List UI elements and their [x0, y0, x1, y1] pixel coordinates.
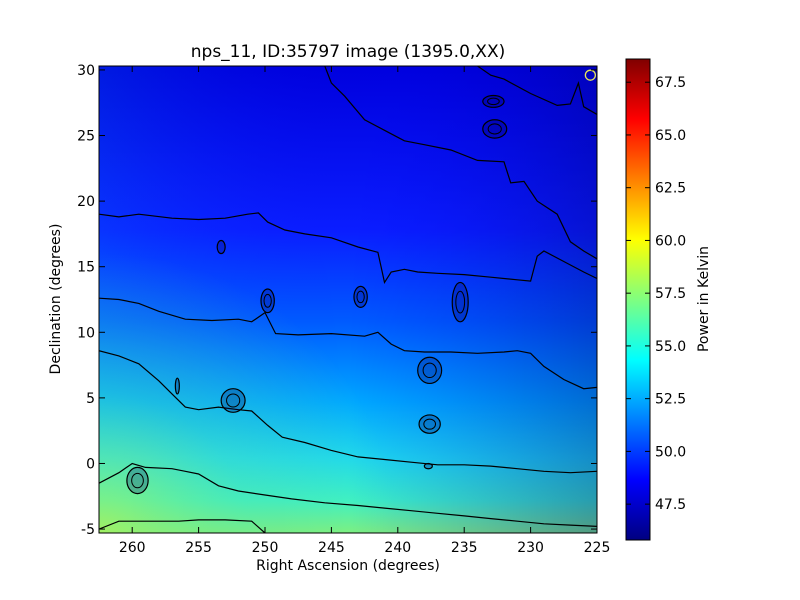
y-axis-label: Declination (degrees) — [48, 224, 64, 375]
colorbar-gradient — [625, 58, 651, 541]
x-tick-label: 225 — [584, 540, 611, 556]
y-axis-ticks: -5 0 5 10 15 20 25 30 — [77, 63, 597, 538]
y-tick-label: 25 — [77, 129, 95, 145]
heatmap-corner-glow — [99, 66, 597, 533]
contour-lines — [99, 66, 597, 533]
colorbar-tick-label: 57.5 — [655, 286, 686, 302]
contour-blob-b12 — [174, 377, 180, 395]
y-tick-label: 5 — [86, 391, 95, 407]
contour-blobs — [126, 94, 508, 495]
chart-title: nps_11, ID:35797 image (1395.0,XX) — [191, 42, 505, 62]
contour-blob-inner-b8 — [131, 472, 144, 489]
plot-frame — [98, 65, 598, 534]
contour-blob-b3 — [417, 356, 443, 385]
contour-blob-b4 — [418, 414, 441, 434]
contour-blob-b11 — [423, 462, 433, 470]
x-axis-ticks: 260 255 250 245 240 235 230 225 — [119, 66, 611, 556]
y-tick-label: 20 — [77, 194, 95, 210]
contour-blob-b8 — [126, 466, 149, 495]
y-tick-label: 10 — [77, 325, 95, 341]
contour-blob-inner-b1 — [487, 123, 502, 135]
colorbar-tick-label: 60.0 — [655, 233, 686, 249]
colorbar: 47.5 50.0 52.5 55.0 57.5 60.0 62.5 65.0 67.5 Pow… — [625, 58, 712, 541]
colorbar-tick-label: 47.5 — [655, 497, 686, 513]
x-tick-label: 255 — [185, 540, 212, 556]
x-tick-label: 230 — [517, 540, 544, 556]
contour-line-c1 — [99, 212, 597, 284]
contour-blob-b1 — [482, 119, 508, 139]
heatmap-area — [98, 65, 598, 534]
x-tick-label: 245 — [318, 540, 345, 556]
contour-line-c6 — [324, 66, 597, 260]
contour-blob-inner-b6 — [226, 393, 241, 408]
contour-line-c5 — [99, 519, 266, 533]
contour-blob-inner-b7 — [263, 293, 272, 308]
contour-blob-inner-b2 — [487, 97, 500, 106]
contour-blob-inner-b10 — [356, 290, 365, 304]
y-tick-label: 15 — [77, 260, 95, 276]
colorbar-tick-label: 50.0 — [655, 444, 686, 460]
colorbar-tick-label: 52.5 — [655, 392, 686, 408]
x-tick-label: 235 — [451, 540, 478, 556]
contour-blob-b5 — [451, 281, 469, 323]
contour-blob-b7 — [260, 288, 275, 314]
colorbar-tick-label: 65.0 — [655, 128, 686, 144]
contour-blob-b2 — [482, 94, 505, 108]
colorbar-tick-label: 62.5 — [655, 181, 686, 197]
y-tick-label: -5 — [81, 522, 95, 538]
x-tick-label: 240 — [384, 540, 411, 556]
contour-blob-inner-b4 — [423, 418, 437, 430]
contour-blob-b9 — [216, 239, 226, 255]
contour-blob-b10 — [353, 285, 368, 308]
contour-blob-inner-b5 — [455, 290, 466, 314]
contour-blob-inner-b3 — [422, 362, 437, 379]
y-tick-label: 30 — [77, 63, 95, 79]
contour-line-c7 — [477, 66, 597, 116]
contour-line-c3 — [99, 350, 597, 474]
colorbar-tick-label: 55.0 — [655, 339, 686, 355]
contour-blob-b6 — [220, 388, 246, 413]
x-axis-label: Right Ascension (degrees) — [256, 558, 440, 574]
y-tick-label: 0 — [86, 456, 95, 472]
contour-line-c4 — [99, 462, 597, 527]
colorbar-ticks: 47.5 50.0 52.5 55.0 57.5 60.0 62.5 65.0 67.5 — [626, 75, 686, 513]
colorbar-label: Power in Kelvin — [696, 246, 712, 352]
source-marker — [584, 69, 597, 81]
x-tick-label: 260 — [119, 540, 146, 556]
colorbar-tick-label: 67.5 — [655, 75, 686, 91]
contour-line-c2 — [99, 297, 597, 390]
x-tick-label: 250 — [252, 540, 279, 556]
